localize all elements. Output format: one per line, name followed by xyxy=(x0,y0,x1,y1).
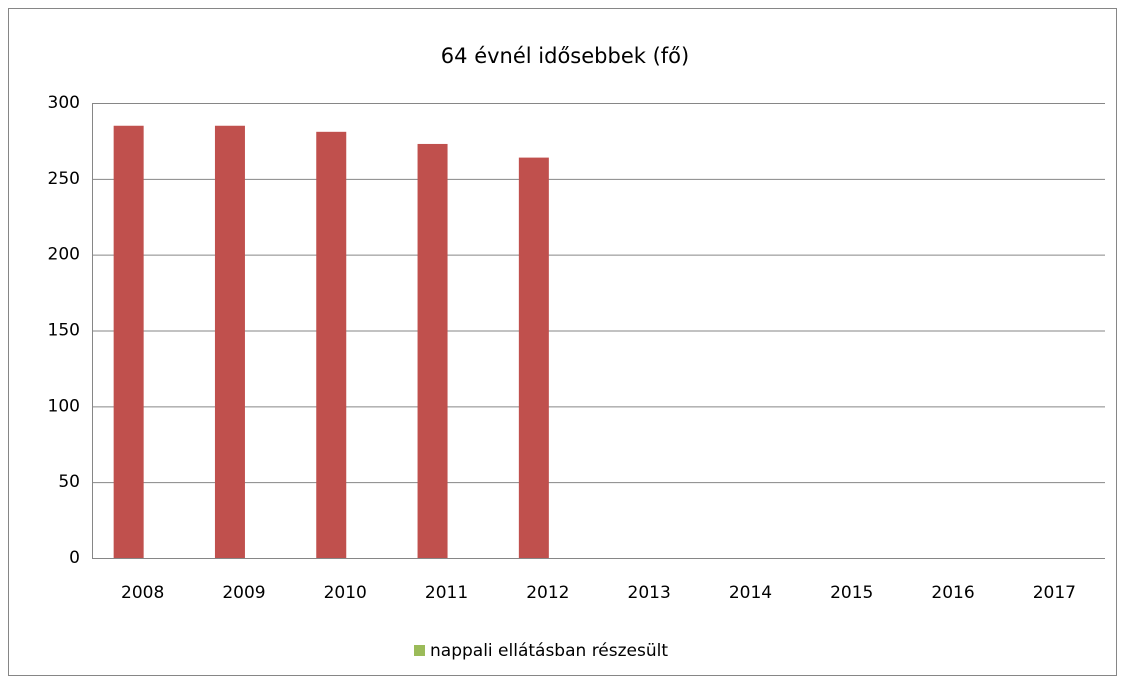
chart-title: 64 évnél idősebbek (fő) xyxy=(441,44,689,68)
y-tick-label: 150 xyxy=(48,321,80,341)
x-tick-label: 2008 xyxy=(121,583,164,603)
legend-label: nappali ellátásban részesült xyxy=(430,641,668,661)
legend-swatch xyxy=(414,645,425,656)
y-tick-label: 300 xyxy=(48,93,80,113)
y-tick-label: 250 xyxy=(48,169,80,189)
y-tick-label: 200 xyxy=(48,245,80,265)
bar xyxy=(316,131,347,559)
bar xyxy=(113,125,144,558)
x-tick-label: 2011 xyxy=(425,583,468,603)
x-tick-label: 2017 xyxy=(1033,583,1076,603)
x-tick-label: 2015 xyxy=(830,583,873,603)
x-tick-label: 2013 xyxy=(628,583,671,603)
x-tick-label: 2014 xyxy=(729,583,772,603)
bar xyxy=(518,157,549,558)
x-tick-label: 2016 xyxy=(931,583,974,603)
y-tick-label: 0 xyxy=(69,548,80,568)
bar xyxy=(214,125,245,558)
x-tick-label: 2012 xyxy=(526,583,569,603)
x-tick-label: 2010 xyxy=(324,583,367,603)
bar xyxy=(417,143,448,558)
chart-border xyxy=(8,8,1117,676)
x-tick-label: 2009 xyxy=(222,583,265,603)
y-tick-label: 50 xyxy=(58,472,80,492)
y-tick-label: 100 xyxy=(48,396,80,416)
